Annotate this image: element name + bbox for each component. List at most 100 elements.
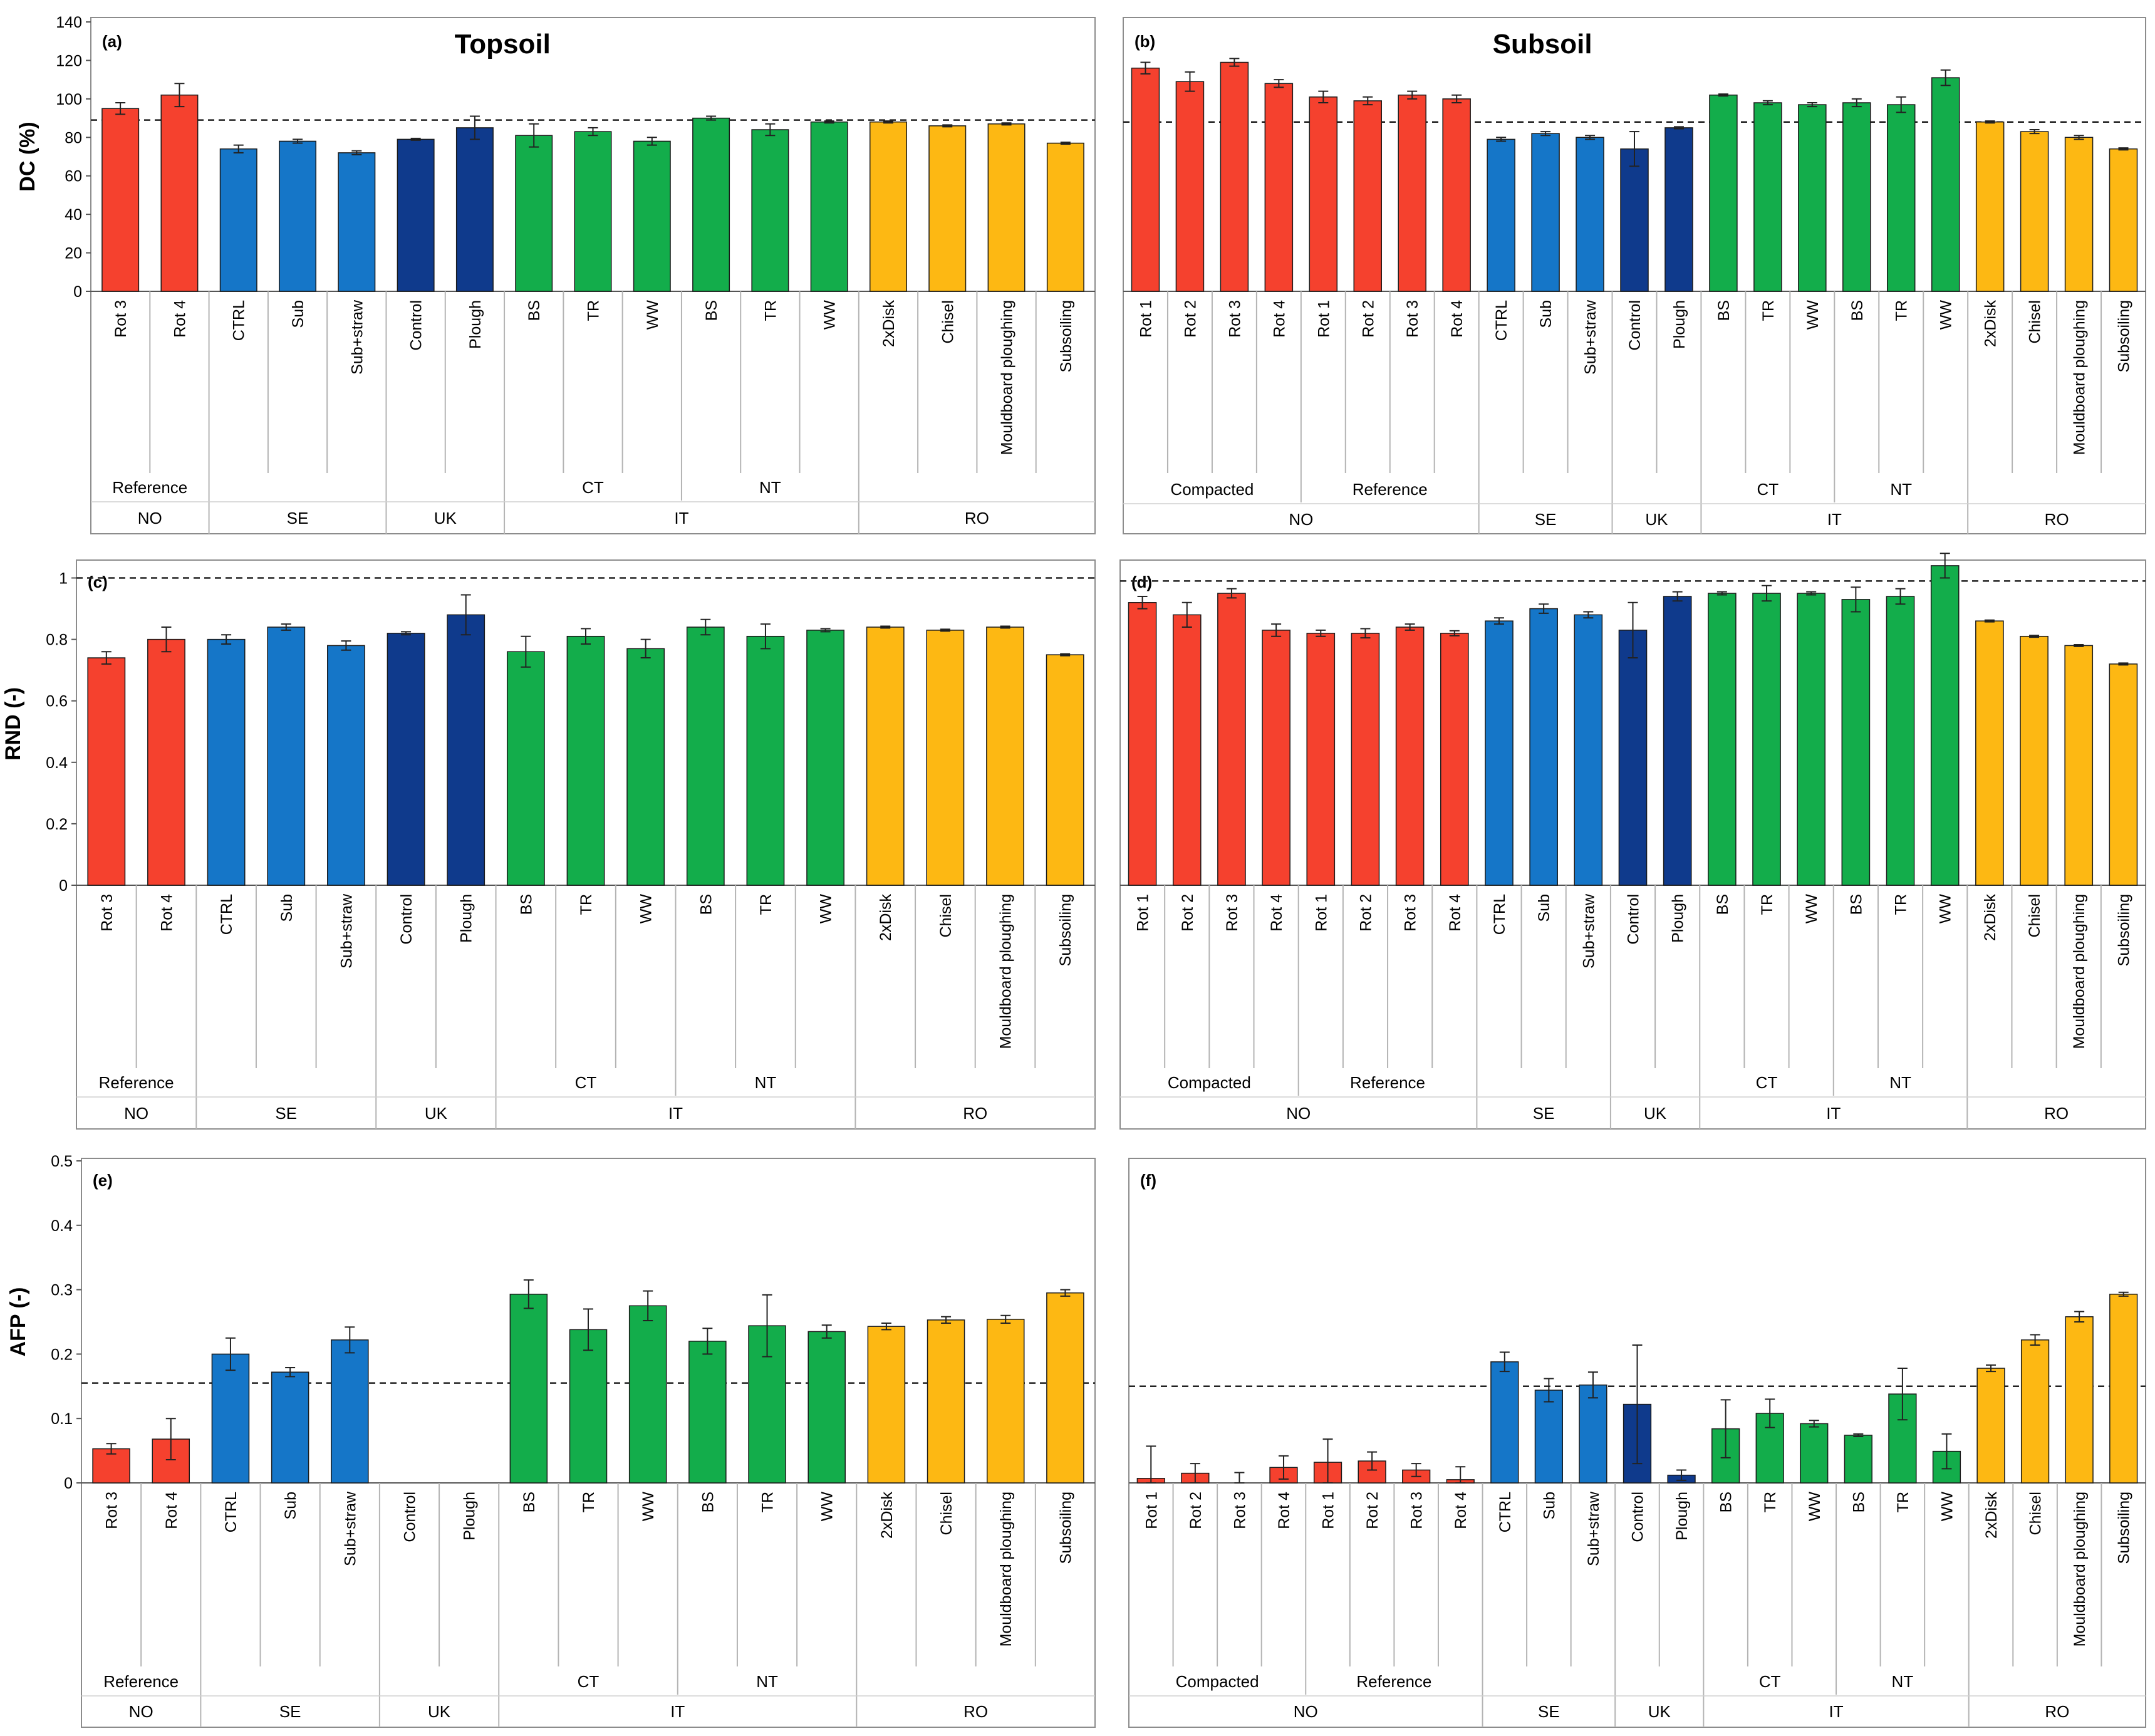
bar [101, 108, 140, 292]
bar [1220, 61, 1249, 292]
category-label: Control [1629, 1492, 1647, 1542]
group-label: Compacted [1176, 1672, 1259, 1691]
bar [810, 121, 848, 292]
chart-panel-3: (d) Rot 1 Rot 2 Rot 3 Rot 4 Rot 1 Rot 2 Rot 3 Ro… [1119, 553, 2146, 1130]
y-tick-label: 0.4 [51, 1217, 73, 1235]
bar [211, 1353, 250, 1484]
bar [1930, 565, 1960, 886]
y-tick-label: 60 [65, 168, 82, 185]
group-label: CT [1757, 480, 1779, 499]
bar [1309, 96, 1338, 292]
category-label: Subsoiling [1057, 300, 1075, 372]
bar [1709, 94, 1738, 292]
category-label: Rot 4 [171, 300, 189, 338]
category-label: Sub [282, 1492, 299, 1519]
bar [1753, 102, 1782, 292]
category-label: Control [1626, 300, 1644, 351]
bar [2109, 663, 2138, 886]
country-label: SE [275, 1104, 297, 1123]
bar [160, 94, 199, 292]
bar [928, 125, 967, 292]
bar [1046, 142, 1084, 292]
bar [1128, 602, 1157, 886]
group-label: Reference [112, 478, 187, 497]
y-tick-label: 80 [65, 129, 82, 147]
category-label: Plough [1673, 1492, 1691, 1541]
category-label: BS [526, 300, 543, 321]
bar [1797, 593, 1826, 886]
bar [869, 121, 907, 292]
bar [1618, 630, 1648, 886]
category-label: WW [1938, 300, 1955, 330]
category-label: Plough [467, 300, 484, 349]
country-label: RO [963, 1702, 988, 1721]
panel-label: (d) [1131, 573, 1152, 591]
category-label: Rot 3 [1404, 300, 1421, 338]
category-label: Plough [1671, 300, 1688, 349]
country-label: NO [1294, 1702, 1318, 1721]
category-label: CTRL [222, 1492, 240, 1532]
category-label: 2xDisk [1982, 300, 2000, 348]
panel-label: (f) [1140, 1171, 1156, 1190]
category-label: BS [697, 894, 715, 915]
bar [387, 633, 425, 886]
category-label: Rot 1 [1312, 894, 1330, 932]
category-label: Rot 1 [1137, 300, 1155, 338]
country-label: UK [425, 1104, 448, 1123]
category-label: TR [580, 1492, 598, 1512]
y-axis-title: DC (%) [16, 122, 39, 191]
country-label: RO [2045, 1702, 2069, 1721]
bar [628, 1305, 667, 1484]
category-label: WW [1804, 300, 1822, 330]
bar [2109, 1294, 2138, 1484]
bar [1664, 127, 1693, 292]
category-label: Rot 4 [1268, 894, 1285, 932]
y-tick-label: 20 [65, 245, 82, 262]
bar [515, 135, 553, 292]
category-label: 2xDisk [1983, 1492, 2000, 1539]
category-label: Control [398, 894, 415, 945]
y-axis-title: RND (-) [1, 687, 25, 761]
category-label: BS [703, 300, 720, 321]
country-label: SE [1533, 1104, 1555, 1123]
category-label: Rot 3 [1402, 894, 1420, 932]
category-label: Control [401, 1492, 418, 1542]
bar [1975, 121, 2005, 292]
category-label: Rot 1 [1315, 300, 1332, 338]
category-label: TR [1893, 300, 1911, 321]
chart-title: Subsoil [1493, 29, 1592, 60]
country-label: IT [670, 1702, 685, 1721]
group-label: Reference [1353, 480, 1428, 499]
bar [397, 138, 435, 292]
bar [1440, 633, 1469, 886]
panel-frame [81, 1158, 1096, 1728]
bar [987, 123, 1026, 292]
bar [1663, 596, 1692, 886]
group-label: CT [578, 1672, 600, 1691]
country-label: RO [965, 509, 989, 528]
y-tick-label: 0.8 [46, 632, 68, 649]
country-label: NO [1289, 510, 1313, 529]
category-label: Sub [1540, 1492, 1558, 1519]
bar [986, 626, 1024, 886]
category-label: Subsoiling [2116, 300, 2133, 372]
category-label: Rot 4 [1275, 1492, 1293, 1529]
category-label: Chisel [939, 300, 957, 343]
bar [1264, 83, 1294, 292]
bar [1841, 599, 1871, 886]
bar [1262, 630, 1290, 886]
bar [566, 635, 605, 886]
country-label: NO [129, 1702, 153, 1721]
bar [267, 626, 306, 886]
group-label: NT [1890, 480, 1912, 499]
country-label: NO [124, 1104, 148, 1123]
panel-frame [76, 559, 1096, 1130]
y-tick-label: 0.2 [46, 816, 68, 833]
panel-label: (a) [102, 32, 122, 51]
panel-label: (b) [1135, 32, 1155, 51]
category-label: Mouldboard ploughing [2070, 894, 2088, 1049]
panel-label: (c) [88, 573, 108, 591]
bar [1708, 593, 1737, 886]
category-label: CTRL [1497, 1492, 1514, 1532]
bar [1351, 633, 1380, 886]
